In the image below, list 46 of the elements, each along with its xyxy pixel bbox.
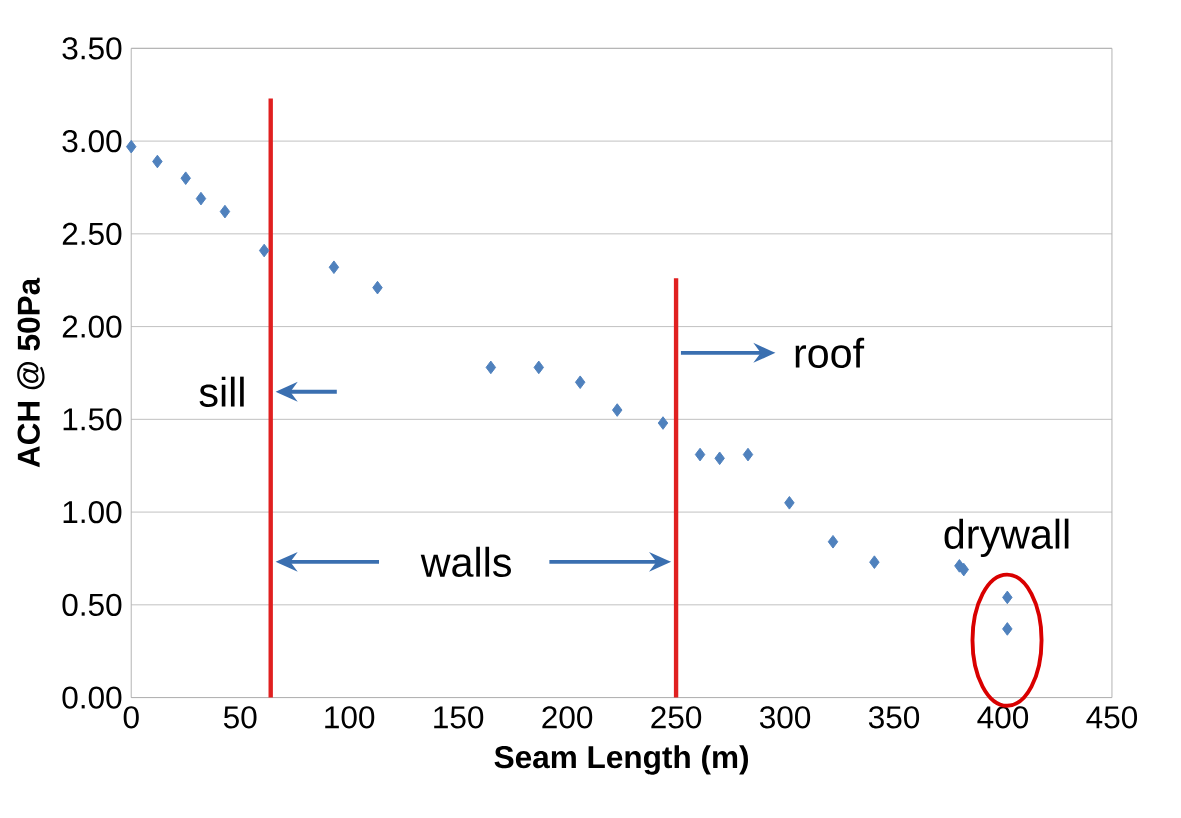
point (612, 403, 623, 417)
point (657, 416, 669, 430)
point (126, 139, 137, 154)
annotation: drywall (944, 518, 1069, 557)
point (152, 154, 163, 169)
y-axis-title: ACH @ 50Pa (17, 277, 45, 468)
y-tick-label: 3.50 (62, 36, 122, 60)
point (714, 451, 725, 465)
y-tick-label: 1.00 (63, 500, 122, 524)
annotation: walls (420, 546, 511, 577)
x-tick-label: 200 (542, 705, 593, 729)
y-tick-label: 0.50 (62, 593, 122, 616)
point (180, 171, 191, 185)
x-tick-label: 400 (977, 705, 1029, 729)
x-tick-label: 50 (223, 705, 257, 729)
y-tick-label: 3.00 (62, 129, 122, 153)
point (869, 555, 880, 569)
point (1002, 590, 1013, 604)
y-tick-label: 2.50 (62, 222, 122, 245)
x-tick-label: 350 (868, 705, 920, 729)
point (195, 191, 207, 206)
point (372, 280, 383, 295)
y-tick-label: 2.00 (62, 315, 122, 338)
point (694, 447, 706, 462)
x-tick-label: 150 (434, 705, 484, 729)
point (784, 495, 795, 510)
x-tick-label: 250 (651, 705, 702, 729)
x-tick-label: 0 (123, 705, 139, 729)
point (1002, 621, 1013, 636)
y-tick-label: 0.00 (62, 686, 122, 709)
point (328, 260, 340, 274)
x-tick-label: 450 (1086, 705, 1138, 729)
x-tick-label: 300 (759, 705, 811, 729)
point (958, 562, 969, 577)
x-tick-label: 100 (325, 705, 375, 729)
x-axis-title: Seam Length (m) (494, 744, 748, 775)
point (742, 447, 754, 462)
point (219, 204, 231, 219)
annotation: roof (795, 337, 865, 368)
point (574, 375, 586, 389)
point (827, 534, 839, 549)
point (533, 360, 544, 374)
annotation: sill (199, 376, 244, 407)
point (485, 360, 497, 374)
point (258, 243, 270, 258)
y-tick-label: 1.50 (63, 407, 122, 431)
